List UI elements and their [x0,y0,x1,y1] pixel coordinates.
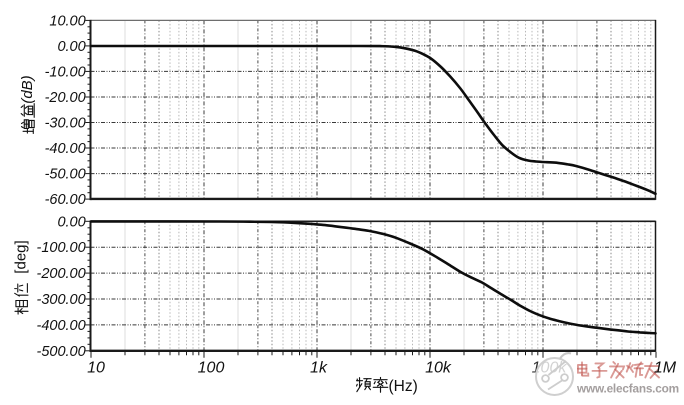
svg-text:-200.00: -200.00 [37,266,86,282]
svg-text:(Hz): (Hz) [389,378,418,395]
svg-text:-30.00: -30.00 [45,116,86,132]
svg-text:0.00: 0.00 [57,214,85,230]
svg-text:10.00: 10.00 [49,13,85,29]
svg-text:-40.00: -40.00 [45,141,86,157]
svg-text:1k: 1k [310,360,328,377]
svg-text:100: 100 [198,360,225,377]
svg-text:10k: 10k [425,360,452,377]
svg-text:10: 10 [87,360,105,377]
svg-text:-100.00: -100.00 [37,240,86,256]
svg-text:(dB): (dB) [19,75,36,103]
svg-text:www.elecfans.com: www.elecfans.com [576,382,679,396]
svg-text:[deg]: [deg] [12,240,29,273]
svg-text:-400.00: -400.00 [37,318,86,334]
svg-text:-500.00: -500.00 [37,344,86,360]
svg-text:-300.00: -300.00 [37,292,86,308]
svg-text:-10.00: -10.00 [45,64,86,80]
svg-text:-50.00: -50.00 [45,167,86,183]
svg-text:0.00: 0.00 [57,39,85,55]
svg-text:-20.00: -20.00 [45,90,86,106]
svg-text:1M: 1M [654,360,677,377]
svg-text:-60.00: -60.00 [45,192,86,208]
